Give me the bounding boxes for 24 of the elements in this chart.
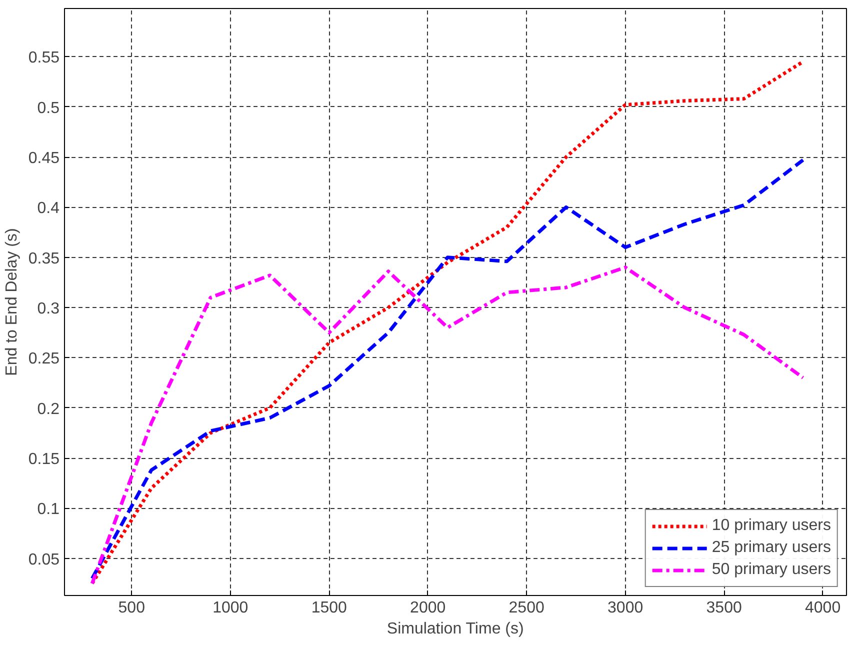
x-tick-label: 3000: [608, 600, 644, 616]
x-tick-label: 2500: [508, 600, 544, 616]
x-axis-title: Simulation Time (s): [386, 620, 524, 638]
y-tick-label: 0.25: [28, 350, 60, 368]
y-tick-label: 0.3: [37, 300, 60, 318]
y-tick-label: 0.15: [28, 451, 60, 468]
y-tick-label: 0.1: [37, 501, 60, 518]
x-tick-label: 500: [118, 600, 146, 616]
y-tick-label: 0.55: [28, 50, 60, 67]
legend-label: 25 primary users: [712, 539, 831, 557]
legend-label: 10 primary users: [712, 517, 831, 535]
y-tick-label: 0.05: [28, 551, 60, 568]
x-tick-label: 1000: [212, 600, 248, 616]
x-tick-label: 1500: [311, 600, 348, 616]
x-tick-label: 3500: [706, 600, 742, 616]
y-tick-label: 0.5: [37, 100, 60, 117]
y-tick-label: 0.45: [28, 150, 60, 168]
y-tick-label: 0.4: [37, 200, 60, 218]
y-axis-title: End to End Delay (s): [3, 228, 20, 376]
x-tick-label: 2000: [410, 600, 446, 616]
x-tick-label: 4000: [805, 600, 841, 616]
y-tick-label: 0.35: [28, 250, 60, 268]
y-tick-label: 0.2: [37, 400, 60, 418]
legend-label: 50 primary users: [712, 561, 831, 579]
